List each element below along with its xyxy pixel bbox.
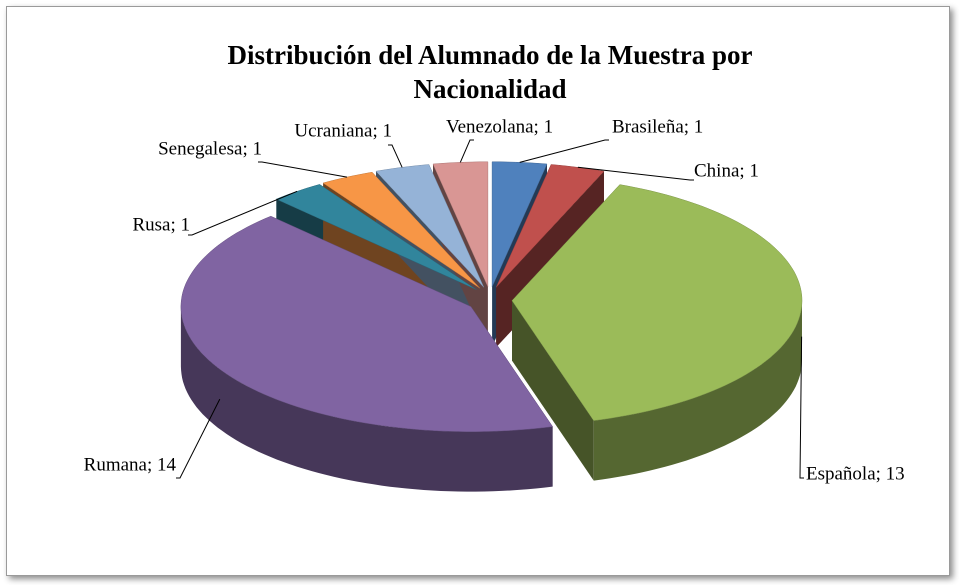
data-label: Venezolana; 1 (446, 116, 553, 137)
slice (375, 164, 485, 288)
data-label: Rusa; 1 (132, 214, 190, 235)
data-label: Española; 13 (806, 463, 905, 484)
leader-line (388, 144, 403, 168)
data-label: Brasileña; 1 (612, 116, 703, 137)
data-label: Senegalesa; 1 (158, 138, 262, 159)
slice (180, 215, 554, 432)
slice (275, 184, 477, 290)
leader-line (188, 190, 298, 236)
slice (322, 171, 481, 289)
slice (491, 161, 548, 287)
data-label: Rumana; 14 (84, 454, 177, 475)
slice-wall (180, 306, 553, 492)
chart-title: Distribución del Alumnado de la Muestra … (227, 40, 753, 104)
data-label: China; 1 (694, 160, 759, 181)
leader-line (577, 166, 694, 181)
data-label: Ucraniana; 1 (294, 120, 392, 141)
leader-line (459, 139, 474, 163)
leader-line (176, 398, 221, 479)
slice-wall (593, 300, 802, 481)
leader-line (799, 336, 804, 479)
slice (511, 184, 803, 421)
slice-side (512, 300, 594, 481)
leader-line (258, 161, 348, 178)
leader-line (519, 139, 609, 163)
